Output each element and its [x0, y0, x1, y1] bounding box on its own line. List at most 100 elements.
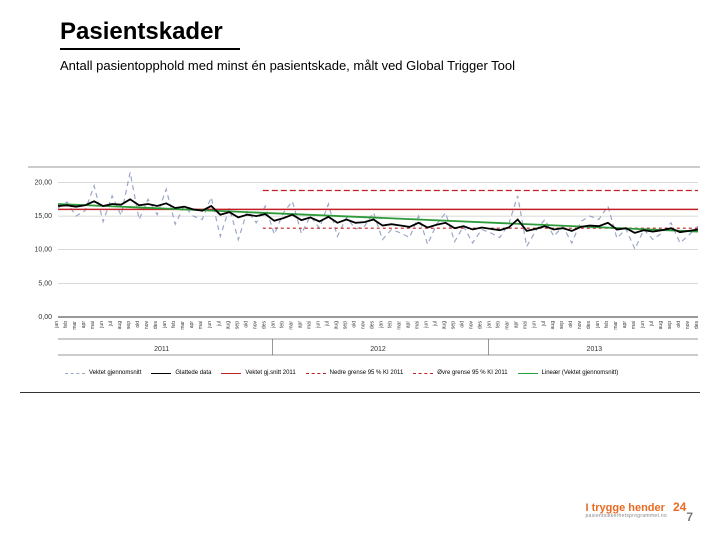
- legend-item: Vektet gj.snitt 2011: [221, 370, 295, 376]
- svg-text:mar: mar: [72, 321, 78, 330]
- svg-text:nov: nov: [144, 321, 150, 330]
- svg-text:mar: mar: [505, 321, 511, 330]
- svg-text:jan: jan: [379, 321, 385, 329]
- page-subtitle: Antall pasientopphold med minst én pasie…: [60, 58, 620, 74]
- svg-text:jan: jan: [270, 321, 276, 329]
- svg-text:feb: feb: [279, 321, 285, 328]
- svg-text:des: des: [478, 321, 484, 330]
- legend-label: Nedre grense 95 % KI 2011: [330, 370, 404, 376]
- svg-text:mai: mai: [90, 321, 96, 329]
- legend-swatch: [518, 373, 538, 374]
- svg-text:aug: aug: [225, 321, 231, 330]
- svg-text:apr: apr: [406, 321, 412, 329]
- svg-text:okt: okt: [135, 320, 141, 327]
- brand-line2: pasientsikkerhetsprogrammet.no: [585, 514, 667, 519]
- svg-text:mai: mai: [198, 321, 204, 329]
- svg-text:okt: okt: [460, 320, 466, 327]
- svg-text:aug: aug: [442, 321, 448, 330]
- svg-text:apr: apr: [189, 321, 195, 329]
- svg-text:nov: nov: [685, 321, 691, 330]
- svg-text:jun: jun: [315, 321, 321, 329]
- legend-item: Nedre grense 95 % KI 2011: [306, 370, 404, 376]
- svg-text:aug: aug: [333, 321, 339, 330]
- svg-text:jan: jan: [162, 321, 168, 329]
- legend-item: Vektet gjennomsnitt: [65, 370, 141, 376]
- svg-text:jan: jan: [54, 321, 60, 329]
- svg-text:feb: feb: [63, 321, 69, 328]
- svg-text:sep: sep: [342, 321, 348, 329]
- svg-text:feb: feb: [604, 321, 610, 328]
- svg-text:feb: feb: [171, 321, 177, 328]
- svg-text:des: des: [369, 321, 375, 330]
- svg-text:feb: feb: [388, 321, 394, 328]
- svg-text:aug: aug: [658, 321, 664, 330]
- svg-text:nov: nov: [252, 321, 258, 330]
- svg-text:jul: jul: [541, 321, 547, 327]
- svg-text:2013: 2013: [587, 346, 603, 353]
- logo-7: 7: [686, 510, 693, 524]
- footer-logo: I trygge hender pasientsikkerhetsprogram…: [585, 500, 695, 522]
- svg-text:10,00: 10,00: [34, 247, 52, 254]
- svg-text:nov: nov: [360, 321, 366, 330]
- svg-text:mar: mar: [397, 321, 403, 330]
- svg-text:des: des: [153, 321, 159, 330]
- svg-text:5,00: 5,00: [38, 280, 52, 287]
- svg-text:apr: apr: [622, 321, 628, 329]
- svg-text:jan: jan: [487, 321, 493, 329]
- svg-text:feb: feb: [496, 321, 502, 328]
- legend-item: Øvre grense 95 % KI 2011: [413, 370, 507, 376]
- svg-text:sep: sep: [451, 321, 457, 329]
- svg-text:sep: sep: [234, 321, 240, 329]
- svg-text:jan: jan: [595, 321, 601, 329]
- svg-text:jun: jun: [207, 321, 213, 329]
- svg-text:des: des: [261, 321, 267, 330]
- legend-label: Vektet gjennomsnitt: [89, 370, 141, 376]
- svg-text:0,00: 0,00: [38, 314, 52, 321]
- svg-text:des: des: [694, 321, 700, 330]
- svg-text:jul: jul: [433, 321, 439, 327]
- svg-text:jul: jul: [108, 321, 114, 327]
- svg-text:mai: mai: [631, 321, 637, 329]
- svg-text:15,00: 15,00: [34, 213, 52, 220]
- svg-text:mai: mai: [415, 321, 421, 329]
- svg-text:jul: jul: [649, 321, 655, 327]
- legend-label: Glattede data: [175, 370, 211, 376]
- svg-text:apr: apr: [514, 321, 520, 329]
- svg-text:apr: apr: [81, 321, 87, 329]
- footer-brand-text: I trygge hender pasientsikkerhetsprogram…: [585, 503, 667, 519]
- svg-text:aug: aug: [117, 321, 123, 330]
- chart-legend: Vektet gjennomsnitt Glattede data Vektet g…: [20, 370, 700, 393]
- svg-text:jun: jun: [640, 321, 646, 329]
- svg-text:mai: mai: [523, 321, 529, 329]
- svg-text:mar: mar: [288, 321, 294, 330]
- svg-text:mai: mai: [306, 321, 312, 329]
- page-title: Pasientskader: [60, 18, 240, 50]
- svg-text:apr: apr: [297, 321, 303, 329]
- logo-247-icon: 24 7: [673, 500, 695, 522]
- legend-swatch: [221, 373, 241, 374]
- logo-24: 24: [673, 500, 686, 514]
- svg-text:20,00: 20,00: [34, 179, 52, 186]
- legend-label: Lineær (Vektet gjennomsnitt): [542, 370, 619, 376]
- svg-text:jun: jun: [532, 321, 538, 329]
- legend-label: Vektet gj.snitt 2011: [245, 370, 295, 376]
- svg-text:mar: mar: [180, 321, 186, 330]
- svg-text:sep: sep: [126, 321, 132, 329]
- legend-item: Lineær (Vektet gjennomsnitt): [518, 370, 619, 376]
- svg-text:mar: mar: [613, 321, 619, 330]
- svg-text:jul: jul: [216, 321, 222, 327]
- svg-text:des: des: [586, 321, 592, 330]
- legend-swatch: [151, 373, 171, 374]
- svg-text:aug: aug: [550, 321, 556, 330]
- chart-svg: 0,005,0010,0015,0020,00janfebmaraprmaiju…: [20, 165, 700, 365]
- svg-text:jul: jul: [324, 321, 330, 327]
- legend-label: Øvre grense 95 % KI 2011: [437, 370, 507, 376]
- svg-text:nov: nov: [469, 321, 475, 330]
- legend-swatch: [306, 373, 326, 374]
- svg-text:jun: jun: [424, 321, 430, 329]
- svg-text:nov: nov: [577, 321, 583, 330]
- svg-text:okt: okt: [243, 320, 249, 327]
- svg-text:sep: sep: [559, 321, 565, 329]
- patient-harm-chart: 0,005,0010,0015,0020,00janfebmaraprmaiju…: [20, 165, 700, 365]
- svg-text:okt: okt: [568, 320, 574, 327]
